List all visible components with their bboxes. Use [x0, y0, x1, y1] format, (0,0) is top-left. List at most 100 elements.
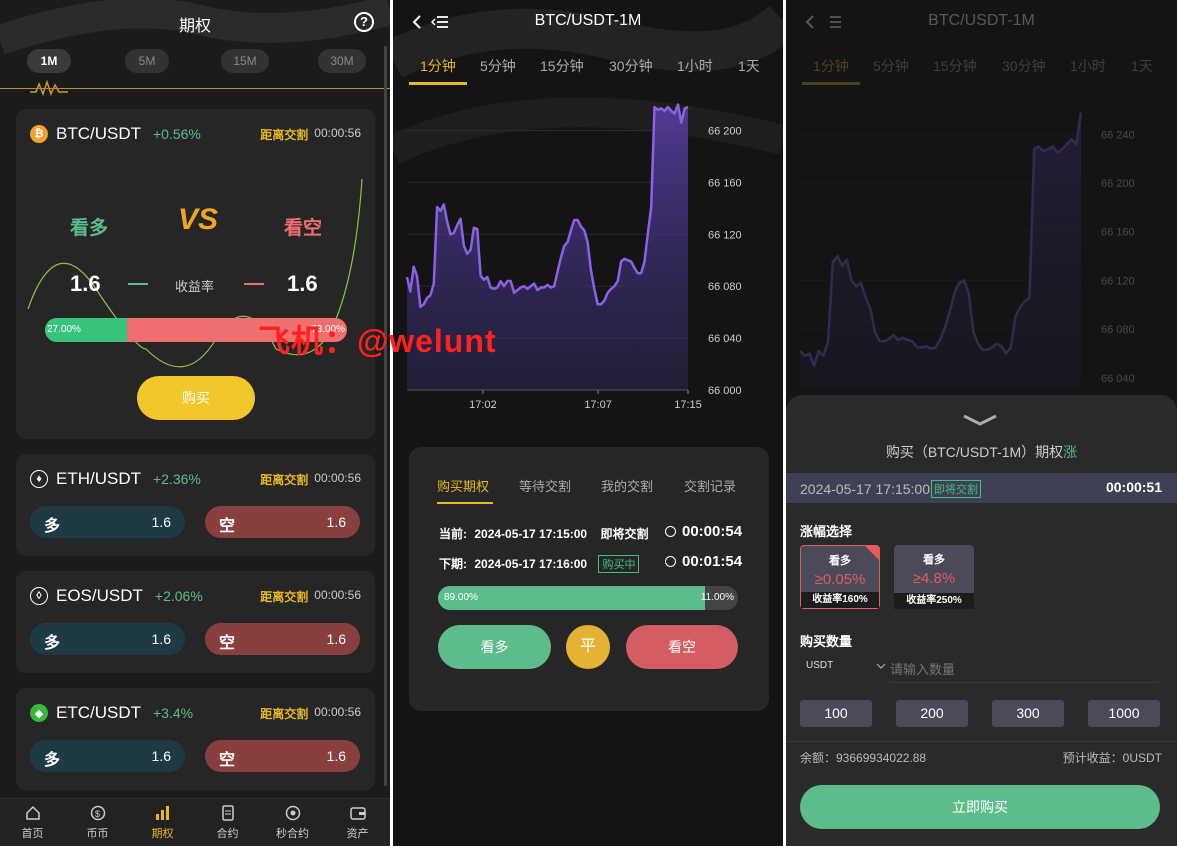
active-tab-underline — [437, 502, 493, 504]
currency-select[interactable]: USDT — [806, 660, 834, 671]
price-area — [800, 112, 1081, 391]
timeframe-tab-30min[interactable]: 30分钟 — [1002, 58, 1046, 74]
timeframe-tab-30min[interactable]: 30分钟 — [609, 58, 653, 74]
eos-icon: ◊ — [30, 587, 48, 605]
chevron-down-icon[interactable] — [962, 413, 998, 427]
sentiment-long-fill — [438, 586, 705, 610]
y-tick-label: 66 000 — [708, 385, 742, 397]
menu-icon[interactable] — [824, 14, 842, 30]
nav-spot[interactable]: $ 币币 — [65, 799, 130, 846]
long-button[interactable]: 看多 — [438, 625, 551, 669]
pair-change: +0.56% — [153, 126, 201, 142]
tab-my-deliveries[interactable]: 我的交割 — [601, 479, 654, 494]
sentiment-bar: 27.00% 73.00% — [45, 318, 347, 342]
buy-button[interactable]: 购买 — [137, 376, 255, 420]
interval-tab-15m[interactable]: 15M — [221, 49, 269, 73]
vs-icon: VS — [178, 203, 218, 236]
tab-buy-options[interactable]: 购买期权 — [437, 479, 490, 494]
period-countdown: 00:00:51 — [1105, 479, 1162, 495]
pair-change: +2.06% — [154, 588, 203, 604]
tab-pending[interactable]: 等待交割 — [519, 479, 572, 494]
interval-tab-30m[interactable]: 30M — [318, 49, 366, 73]
timeframe-tab-1h[interactable]: 1小时 — [1070, 58, 1106, 74]
x-tick-label: 17:15 — [674, 399, 702, 411]
short-button[interactable]: 空 1.6 — [205, 506, 360, 538]
page-title: BTC/USDT-1M — [928, 12, 1035, 29]
help-icon[interactable]: ? — [354, 12, 374, 32]
menu-icon[interactable] — [431, 14, 449, 30]
timeframe-tab-1h[interactable]: 1小时 — [677, 58, 713, 74]
interval-tab-1m[interactable]: 1M — [27, 49, 71, 73]
nav-assets[interactable]: 资产 — [325, 799, 390, 846]
timeframe-tab-1min[interactable]: 1分钟 — [813, 58, 849, 74]
balance-text: 余额：93669934022.88 — [800, 751, 927, 765]
timeframe-tabs: 1分钟 5分钟 15分钟 30分钟 1小时 1天 — [393, 56, 783, 86]
amount-preset-200[interactable]: 200 — [896, 700, 968, 727]
timeframe-tab-1d[interactable]: 1天 — [1131, 58, 1153, 74]
option-card-1[interactable]: 看多 ≥0.05% 收益率160% — [800, 545, 880, 609]
price-chart: 66 040 66 080 66 120 66 160 66 200 66 240 — [799, 112, 1135, 391]
timeframe-tab-15min[interactable]: 15分钟 — [540, 58, 584, 74]
current-time: 2024-05-17 17:15:00 — [474, 527, 588, 541]
long-rate: 1.6 — [151, 631, 171, 647]
short-label: 空 — [219, 518, 236, 535]
y-tick-label: 66 160 — [1101, 227, 1135, 239]
amount-preset-100[interactable]: 100 — [800, 700, 872, 727]
eth-card[interactable]: ♦ ETH/USDT +2.36% 距离交割 00:00:56 多 1.6 空 1.… — [16, 454, 375, 556]
short-button[interactable]: 空 1.6 — [205, 623, 360, 655]
y-tick-label: 66 200 — [708, 125, 742, 137]
amount-preset-1000[interactable]: 1000 — [1088, 700, 1160, 727]
nav-options[interactable]: 期权 — [130, 799, 195, 846]
scrollbar[interactable] — [384, 46, 387, 786]
nav-second-contract[interactable]: 秒合约 — [260, 799, 325, 846]
timeframe-tab-1min[interactable]: 1分钟 — [420, 58, 456, 74]
chevron-down-icon[interactable] — [876, 663, 886, 671]
price-chart[interactable]: 66 000 66 040 66 080 66 120 66 160 66 200 17:0… — [393, 90, 783, 420]
timeframe-tab-15min[interactable]: 15分钟 — [933, 58, 977, 74]
purchase-sheet: 购买（BTC/USDT-1M）期权涨 2024-05-17 17:15:00 即将… — [786, 395, 1177, 846]
etc-card[interactable]: ◆ ETC/USDT +3.4% 距离交割 00:00:56 多 1.6 空 1.6 — [16, 688, 375, 790]
long-button[interactable]: 多 1.6 — [30, 623, 185, 655]
timeframe-tab-1d[interactable]: 1天 — [738, 58, 760, 74]
long-percent: 89.00% — [444, 592, 478, 603]
buy-now-button[interactable]: 立即购买 — [800, 785, 1160, 829]
coin-icon: $ — [90, 805, 105, 821]
interval-tab-5m[interactable]: 5M — [125, 49, 169, 73]
eos-card[interactable]: ◊ EOS/USDT +2.06% 距离交割 00:00:56 多 1.6 空 1.… — [16, 571, 375, 673]
next-time: 2024-05-17 17:16:00 — [474, 557, 588, 571]
page-title: 期权 — [178, 18, 211, 35]
sheet-title-direction: 涨 — [1063, 444, 1078, 460]
long-button[interactable]: 多 1.6 — [30, 740, 185, 772]
short-button[interactable]: 空 1.6 — [205, 740, 360, 772]
short-dash — [244, 283, 264, 285]
option-card-2[interactable]: 看多 ≥4.8% 收益率250% — [894, 545, 974, 609]
tab-delivery-history[interactable]: 交割记录 — [684, 479, 737, 494]
current-countdown: 00:00:54 — [682, 523, 743, 540]
flat-button[interactable]: 平 — [566, 625, 610, 669]
price-area — [407, 104, 688, 390]
next-period-row: 下期: 2024-05-17 17:16:00 购买中 — [439, 555, 640, 573]
btc-card[interactable]: ₿ BTC/USDT +0.56% 距离交割 00:00:56 看多 看空 VS… — [16, 109, 375, 439]
long-button[interactable]: 多 1.6 — [30, 506, 185, 538]
nav-contract[interactable]: 合约 — [195, 799, 260, 846]
price-line — [405, 103, 689, 309]
back-icon[interactable] — [804, 14, 816, 30]
y-tick-label: 66 120 — [708, 229, 742, 241]
tab-divider — [0, 88, 390, 89]
timeframe-tab-5min[interactable]: 5分钟 — [873, 58, 909, 74]
short-rate: 1.6 — [326, 514, 346, 530]
short-button[interactable]: 看空 — [626, 625, 738, 669]
target-icon — [285, 805, 300, 821]
trade-panel: 购买期权 等待交割 我的交割 交割记录 当前: 2024-05-17 17:15… — [409, 447, 769, 711]
short-label: 空 — [219, 635, 236, 652]
expected-profit-text: 预计收益：0USDT — [1062, 751, 1162, 765]
timeframe-tab-5min[interactable]: 5分钟 — [480, 58, 516, 74]
nav-home[interactable]: 首页 — [0, 799, 65, 846]
bar-chart-icon — [155, 806, 169, 820]
quantity-input[interactable] — [890, 657, 1158, 683]
x-tick-label: 17:07 — [584, 399, 612, 411]
back-icon[interactable] — [411, 14, 423, 30]
amount-preset-300[interactable]: 300 — [992, 700, 1064, 727]
short-rate: 1.6 — [326, 631, 346, 647]
period-status-badge: 即将交割 — [931, 480, 981, 498]
